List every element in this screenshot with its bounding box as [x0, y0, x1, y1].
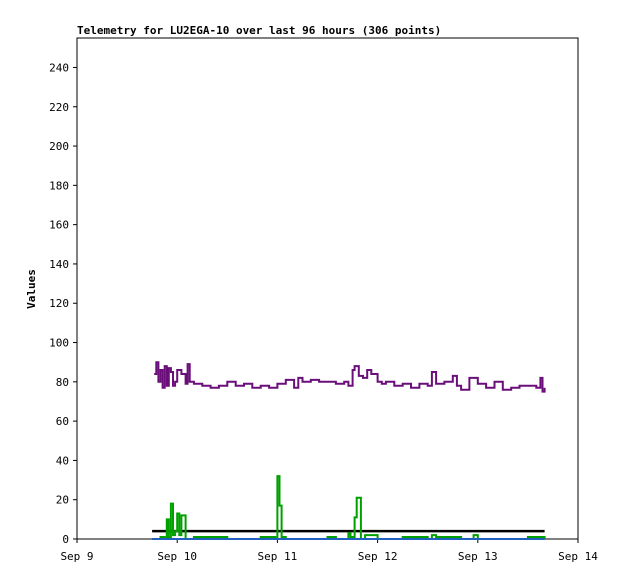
y-tick-label: 100 — [49, 337, 69, 350]
x-tick-label: Sep 14 — [558, 550, 598, 563]
x-tick-label: Sep 10 — [157, 550, 197, 563]
y-tick-label: 200 — [49, 140, 69, 153]
y-tick-label: 220 — [49, 101, 69, 114]
y-tick-label: 240 — [49, 61, 69, 74]
chart-title: Telemetry for LU2EGA-10 over last 96 hou… — [77, 24, 441, 37]
y-tick-label: 180 — [49, 179, 69, 192]
y-axis: 0 20 40 60 80 100 120 140 160 180 200 220 240 — [49, 61, 77, 546]
x-tick-label: Sep 12 — [358, 550, 398, 563]
y-axis-label: Values — [25, 269, 38, 309]
y-tick-label: 80 — [56, 376, 69, 389]
x-tick-label: Sep 13 — [458, 550, 498, 563]
y-tick-label: 60 — [56, 415, 69, 428]
y-tick-label: 120 — [49, 297, 69, 310]
y-tick-label: 140 — [49, 258, 69, 271]
x-tick-label: Sep 9 — [60, 550, 93, 563]
y-tick-label: 20 — [56, 494, 69, 507]
series-line-0 — [154, 361, 546, 393]
x-tick-label: Sep 11 — [258, 550, 298, 563]
x-axis: Sep 9 Sep 10 Sep 11 Sep 12 Sep 13 Sep 14 — [60, 539, 598, 563]
series-layer — [152, 361, 546, 540]
y-tick-label: 160 — [49, 219, 69, 232]
y-tick-label: 40 — [56, 454, 69, 467]
y-tick-label: 0 — [62, 533, 69, 546]
